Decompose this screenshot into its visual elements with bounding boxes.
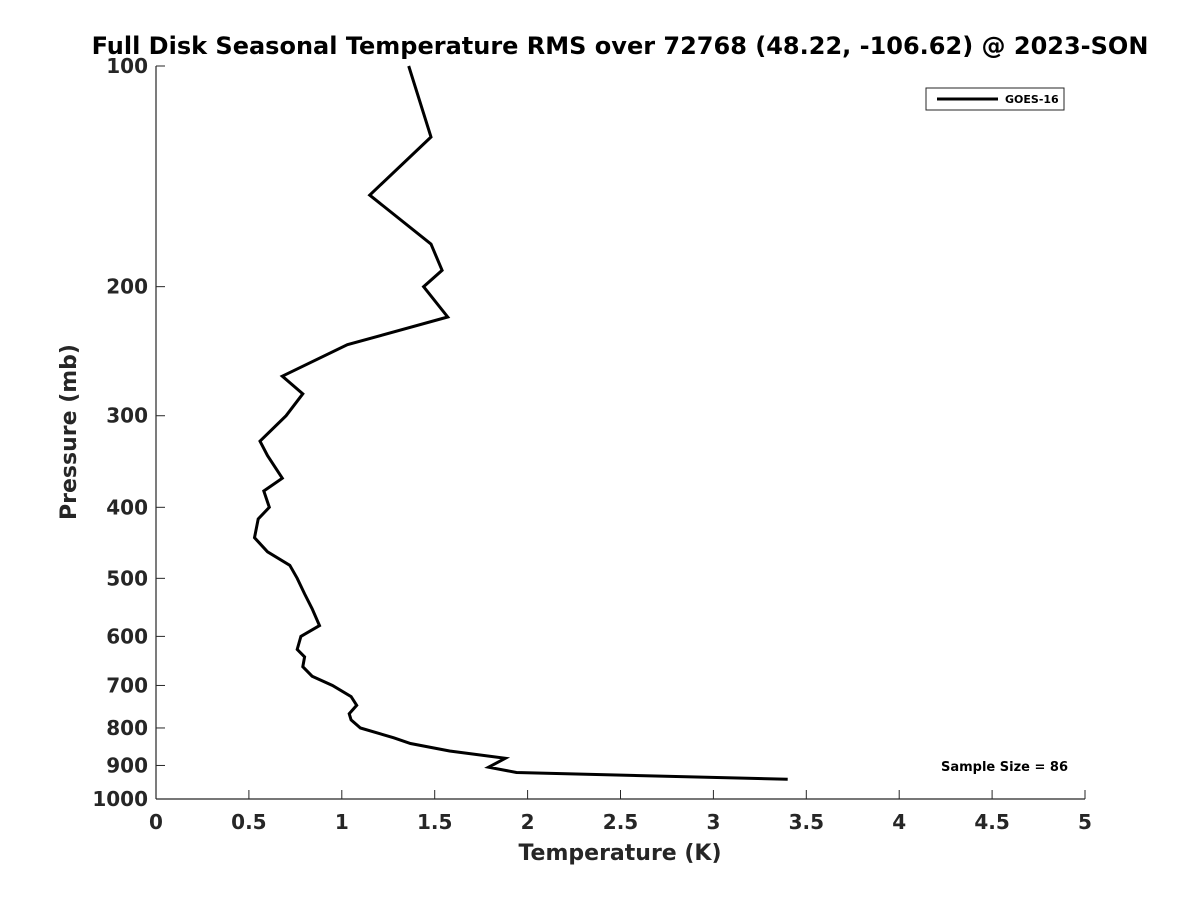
legend-entry-label: GOES-16 bbox=[1005, 93, 1059, 106]
series-line-goes-16 bbox=[252, 65, 788, 781]
y-tick-label: 600 bbox=[106, 624, 148, 648]
x-tick-label: 1.5 bbox=[417, 810, 452, 834]
plot-axes bbox=[155, 66, 1085, 800]
x-axis-ticks: 0 0.5 1 1.5 2 2.5 3 3.5 4 4.5 5 bbox=[149, 790, 1092, 834]
y-tick-label: 200 bbox=[106, 275, 148, 299]
x-tick-label: 2.5 bbox=[603, 810, 638, 834]
y-axis-label: Pressure (mb) bbox=[57, 344, 82, 520]
sample-size-annotation: Sample Size = 86 bbox=[941, 760, 1068, 775]
x-tick-label: 1 bbox=[335, 810, 349, 834]
x-axis-label: Temperature (K) bbox=[518, 841, 721, 866]
x-tick-label: 0.5 bbox=[231, 810, 266, 834]
x-tick-label: 3.5 bbox=[789, 810, 824, 834]
x-tick-label: 3 bbox=[706, 810, 720, 834]
x-tick-label: 4 bbox=[892, 810, 906, 834]
y-tick-label: 700 bbox=[106, 673, 148, 697]
legend: GOES-16 bbox=[925, 87, 1065, 111]
x-tick-label: 2 bbox=[521, 810, 535, 834]
y-tick-label: 800 bbox=[106, 716, 148, 740]
series-layer bbox=[252, 65, 788, 781]
y-tick-label: 500 bbox=[106, 566, 148, 590]
y-tick-label: 900 bbox=[106, 753, 148, 777]
x-tick-label: 5 bbox=[1078, 810, 1092, 834]
x-tick-label: 0 bbox=[149, 810, 163, 834]
y-tick-label: 400 bbox=[106, 495, 148, 519]
y-tick-label: 100 bbox=[106, 54, 148, 78]
y-axis-ticks: 100 200 300 400 500 600 700 800 900 1000 bbox=[92, 54, 165, 811]
y-tick-label: 1000 bbox=[92, 787, 148, 811]
y-tick-label: 300 bbox=[106, 404, 148, 428]
x-tick-label: 4.5 bbox=[974, 810, 1009, 834]
chart-title: Full Disk Seasonal Temperature RMS over … bbox=[92, 32, 1149, 60]
